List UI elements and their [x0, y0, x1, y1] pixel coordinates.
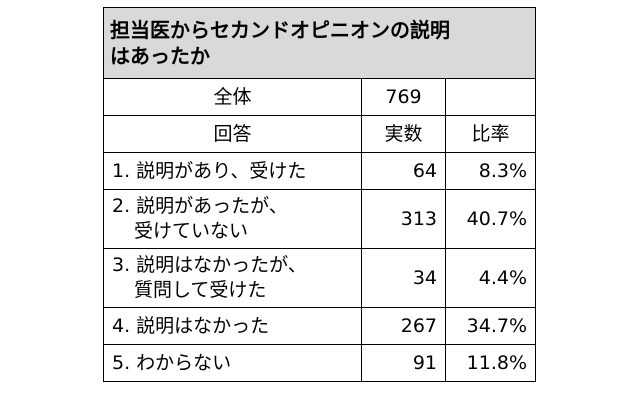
header-row: 回答 実数 比率	[103, 115, 537, 153]
title-line-2: はあったか	[110, 44, 210, 68]
table-row: 5. わからない 91 11.8%	[103, 344, 537, 382]
answer-line-2: 質問して受けた	[134, 279, 267, 301]
total-label: 全体	[103, 78, 362, 116]
answer-cell: 5. わからない	[103, 344, 362, 382]
answer-line-1: 2. 説明があったが、	[112, 195, 288, 217]
answer-cell: 2. 説明があったが、 受けていない	[103, 189, 362, 249]
answer-line-1: 4. 説明はなかった	[112, 314, 270, 337]
count-cell: 34	[361, 248, 446, 308]
answer-cell: 4. 説明はなかった	[103, 307, 362, 345]
ratio-cell: 11.8%	[444, 344, 537, 382]
title-row: 担当医からセカンドオピニオンの説明 はあったか	[102, 7, 537, 79]
table-row: 4. 説明はなかった 267 34.7%	[103, 307, 537, 345]
header-count: 実数	[361, 115, 446, 153]
total-extra	[444, 78, 537, 116]
table-row: 2. 説明があったが、 受けていない 313 40.7%	[103, 189, 537, 249]
table-title: 担当医からセカンドオピニオンの説明 はあったか	[102, 7, 537, 79]
answer-line-2: 受けていない	[134, 220, 249, 242]
total-value: 769	[361, 78, 446, 116]
ratio-cell: 8.3%	[444, 152, 537, 190]
header-answer: 回答	[103, 115, 362, 153]
survey-table: 担当医からセカンドオピニオンの説明 はあったか 全体 769 回答 実数 比率 …	[102, 7, 537, 382]
count-cell: 64	[361, 152, 446, 190]
count-cell: 313	[361, 189, 446, 249]
answer-cell: 3. 説明はなかったが、 質問して受けた	[103, 248, 362, 308]
ratio-cell: 40.7%	[444, 189, 537, 249]
count-cell: 91	[361, 344, 446, 382]
header-ratio: 比率	[444, 115, 537, 153]
table-row: 1. 説明があり、受けた 64 8.3%	[103, 152, 537, 190]
answer-cell: 1. 説明があり、受けた	[103, 152, 362, 190]
ratio-cell: 34.7%	[444, 307, 537, 345]
answer-line-1: 1. 説明があり、受けた	[112, 159, 307, 182]
count-cell: 267	[361, 307, 446, 345]
answer-line-1: 3. 説明はなかったが、	[112, 254, 307, 276]
title-line-1: 担当医からセカンドオピニオンの説明	[110, 18, 450, 42]
table-row: 3. 説明はなかったが、 質問して受けた 34 4.4%	[103, 248, 537, 308]
total-row: 全体 769	[103, 78, 537, 116]
answer-line-1: 5. わからない	[112, 351, 232, 374]
ratio-cell: 4.4%	[444, 248, 537, 308]
